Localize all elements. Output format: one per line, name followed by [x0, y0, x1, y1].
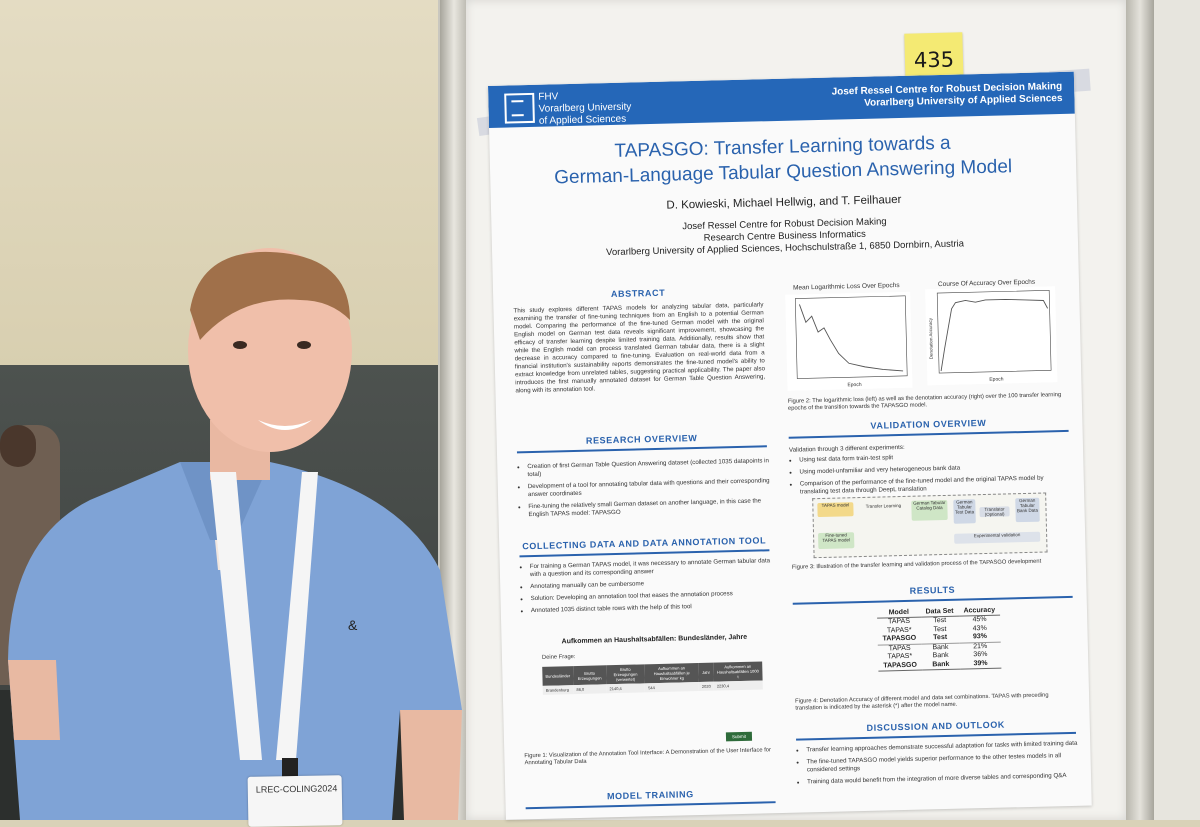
annotation-cell: 2020	[698, 681, 714, 692]
annotation-cell: 544	[645, 682, 699, 693]
loss-series-line	[799, 304, 904, 372]
research-item: Creation of first German Table Question …	[527, 457, 771, 479]
poster-board-rail-right	[1126, 0, 1154, 820]
poster-title: TAPASGO: Transfer Learning towards a Ger…	[489, 128, 1076, 192]
accuracy-series-line	[940, 298, 1048, 372]
results-cell: TAPASGO	[878, 661, 922, 672]
lanyard-strap-left	[210, 472, 262, 760]
annotation-col-header: Aufkommen an Haushaltsabfällen 1000 t	[713, 661, 763, 682]
collecting-item: For training a German TAPAS model, it wa…	[530, 557, 774, 579]
research-item: Development of a tool for annotating tab…	[528, 477, 772, 499]
badge-text: LREC-COLING2024	[255, 783, 338, 795]
uni-line-3: of Applied Sciences	[538, 113, 627, 127]
results-cell: 39%	[959, 659, 1002, 670]
annotation-col-header: Brutto Erzeugungen (verwertet)	[605, 664, 646, 685]
diagram-tapas-node: TAPAS model	[817, 502, 854, 518]
discussion-list: Transfer learning approaches demonstrate…	[798, 740, 1081, 791]
figure-2-caption: Figure 2: The logarithmic loss (left) as…	[787, 392, 1062, 412]
research-overview-list: Creation of first German Table Question …	[519, 457, 772, 523]
annotation-col-header: Jahr	[698, 662, 714, 683]
diagram-finetuned-node: Fine-tuned TAPAS model	[818, 532, 855, 550]
figure-1-caption: Figure 1: Visualization of the Annotatio…	[524, 747, 772, 767]
results-table: Model Data Set Accuracy TAPAS Test 45% T…	[876, 605, 1002, 672]
accuracy-y-label: Denotation Accuracy	[928, 317, 934, 359]
results-cell: TAPASGO	[877, 634, 922, 645]
collecting-list: For training a German TAPAS model, it wa…	[522, 557, 775, 619]
diagram-experimental-node: Experimental validation	[954, 531, 1041, 544]
presenter-hair	[190, 251, 350, 340]
presenter-eye-right	[297, 341, 311, 349]
accuracy-chart-frame	[936, 290, 1052, 374]
collecting-item: Annotating manually can be cumbersome	[530, 577, 774, 591]
discussion-item: The fine-tuned TAPASGO model yields supe…	[807, 752, 1081, 775]
annotation-col-header: Aufkommen an Haushaltsabfällen je Einwoh…	[644, 663, 699, 684]
diagram-translator-node: Translator (Optional)	[979, 506, 1010, 518]
annotation-col-header: Bundesländer	[542, 666, 574, 686]
accuracy-chart: Epoch Denotation Accuracy	[925, 286, 1058, 386]
figure-4-caption: Figure 4: Denotation Accuracy of differe…	[795, 692, 1049, 712]
poster-authors: D. Kowieski, Michael Hellwig, and T. Fei…	[666, 193, 902, 212]
model-training-rule	[525, 801, 776, 810]
research-overview-heading: Research Overview	[585, 432, 698, 446]
abstract-heading: Abstract	[610, 287, 666, 300]
diagram-transfer-label: Transfer Learning	[865, 503, 902, 509]
collecting-rule	[519, 549, 770, 558]
annotation-col-header: Brutto Erzeugungen	[572, 665, 607, 686]
annotation-question-label: Deine Frage:	[541, 654, 576, 661]
university-name: FHV Vorarlberg University of Applied Sci…	[538, 90, 632, 128]
accuracy-x-label: Epoch	[989, 376, 1004, 382]
annotation-tool-title: Aufkommen an Haushaltsabfällen: Bundeslä…	[561, 633, 748, 646]
loss-chart-title: Mean Logarithmic Loss Over Epochs	[792, 282, 900, 292]
lanyard-strap-right	[276, 472, 318, 760]
research-item: Fine-tuning the relatively small German …	[528, 497, 772, 519]
collecting-heading: Collecting Data and Data Annotation Tool	[522, 535, 767, 552]
presenter: &	[8, 248, 462, 820]
validation-diagram: TAPAS model Transfer Learning German Tab…	[812, 492, 1048, 559]
collecting-item: Solution: Developing an annotation tool …	[530, 589, 774, 603]
annotation-tool-table: Bundesländer Brutto Erzeugungen Brutto E…	[542, 661, 763, 695]
abstract-text: This study explores different TAPAS mode…	[513, 301, 766, 395]
fhv-logo-icon	[504, 92, 535, 124]
presenter-eye-left	[233, 341, 247, 349]
presenter-arm-right	[400, 710, 462, 820]
background-person-head	[0, 425, 36, 467]
shirt-logo-icon: &	[348, 617, 358, 633]
collecting-item: Annotated 1035 distinct table rows with …	[531, 601, 775, 615]
discussion-item: Training data would benefit from the int…	[807, 772, 1081, 787]
loss-x-label: Epoch	[847, 382, 862, 388]
annotation-cell: Brandenburg	[542, 685, 574, 695]
loss-chart: Epoch	[785, 291, 913, 391]
presenter-arm-left	[8, 660, 60, 740]
annotation-submit-button: Submit	[725, 731, 753, 742]
annotation-cell: 86,0	[573, 684, 607, 695]
poster-affiliation: Josef Ressel Centre for Robust Decision …	[491, 212, 1078, 262]
results-cell: Bank	[921, 660, 960, 671]
presenter-smile	[258, 420, 312, 430]
diagram-test-node: German Tabular Test Data	[953, 499, 976, 524]
conference-badge: LREC-COLING2024	[247, 775, 343, 827]
research-poster: FHV Vorarlberg University of Applied Sci…	[488, 71, 1092, 820]
figure-3-caption: Figure 3: Illustration of the transfer l…	[791, 558, 1042, 571]
annotation-cell: 2230,4	[713, 680, 763, 691]
adjacent-board	[1154, 0, 1200, 820]
centre-name: Josef Ressel Centre for Robust Decision …	[831, 81, 1062, 111]
model-training-heading: Model Training	[606, 789, 694, 802]
loss-chart-frame	[794, 295, 908, 379]
diagram-catalog-node: German Tabular Catalog Data	[911, 499, 948, 521]
diagram-bank-node: German Tabular Bank Data	[1015, 497, 1040, 523]
research-overview-rule	[516, 445, 767, 454]
annotation-cell: 2140,4	[606, 683, 646, 694]
